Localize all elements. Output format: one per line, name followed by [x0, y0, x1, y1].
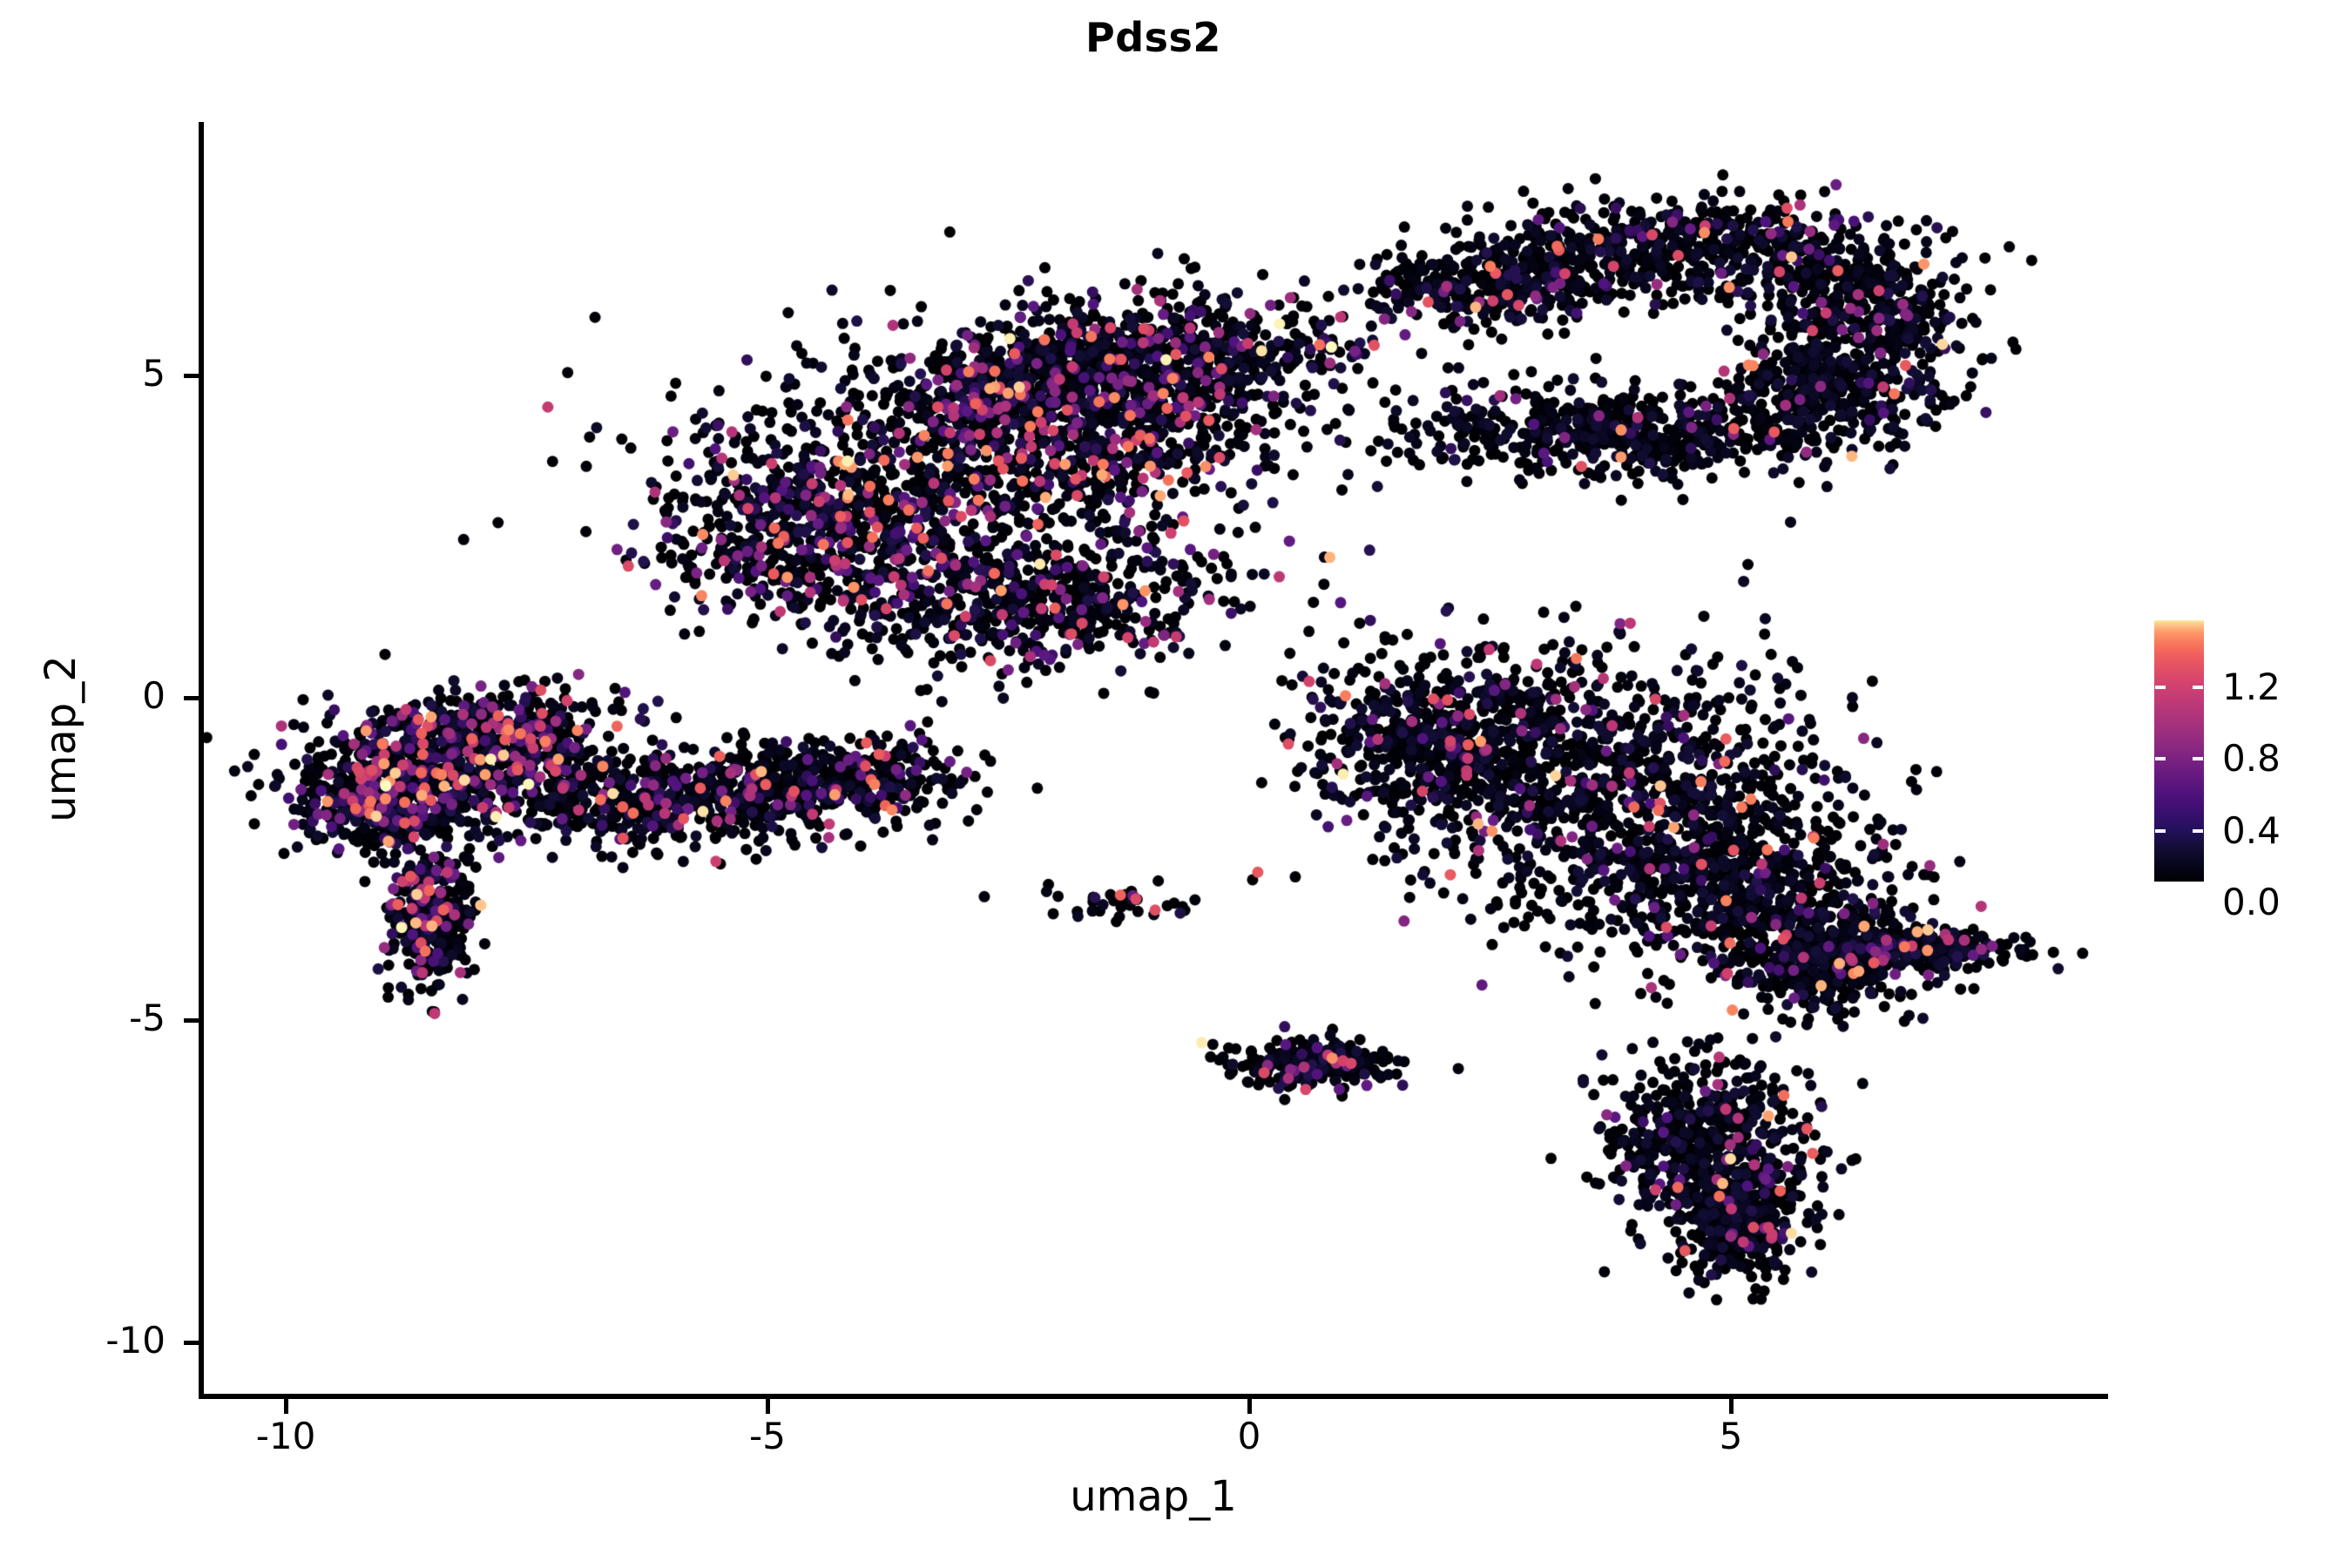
plot-axes — [199, 122, 2108, 1399]
y-tick-label-2: -5 — [129, 997, 166, 1039]
y-tick-mark-1 — [184, 696, 199, 700]
scatter-plot-canvas — [199, 122, 2108, 1399]
axis-spine-bottom — [199, 1394, 2108, 1399]
x-tick-label-3: 5 — [1719, 1415, 1743, 1457]
y-tick-label-1: 0 — [142, 674, 166, 717]
y-tick-mark-3 — [184, 1341, 199, 1345]
colorbar-tick-label-2: 0.4 — [2222, 809, 2281, 852]
colorbar-tick-label-1: 0.8 — [2222, 737, 2281, 780]
y-tick-mark-2 — [184, 1018, 199, 1023]
page-title: Pdss2 — [1085, 14, 1221, 61]
x-tick-label-1: -5 — [749, 1415, 786, 1457]
colorbar-tick-mark-1b — [2193, 757, 2203, 760]
colorbar-tick-label-0: 1.2 — [2222, 666, 2281, 708]
x-tick-mark-0 — [284, 1399, 288, 1414]
x-tick-mark-1 — [766, 1399, 770, 1414]
colorbar-tick-label-3: 0.0 — [2222, 881, 2281, 923]
colorbar: 1.2 0.8 0.4 0.0 — [2154, 620, 2346, 921]
y-tick-label-0: 5 — [142, 352, 166, 395]
y-tick-label-3: -10 — [105, 1319, 166, 1362]
colorbar-gradient — [2154, 620, 2204, 882]
colorbar-tick-mark-0 — [2155, 686, 2166, 689]
x-tick-mark-3 — [1729, 1399, 1734, 1414]
x-tick-mark-2 — [1247, 1399, 1252, 1414]
y-axis-label: umap_2 — [37, 655, 85, 822]
colorbar-tick-mark-2b — [2193, 829, 2203, 833]
colorbar-tick-mark-1 — [2155, 757, 2166, 760]
colorbar-tick-mark-2 — [2155, 829, 2166, 833]
colorbar-tick-mark-0b — [2193, 686, 2203, 689]
x-tick-label-2: 0 — [1237, 1415, 1261, 1457]
y-tick-mark-0 — [184, 374, 199, 378]
axis-spine-left — [199, 122, 204, 1399]
x-tick-label-0: -10 — [255, 1415, 316, 1457]
x-axis-label: umap_1 — [1070, 1472, 1237, 1521]
